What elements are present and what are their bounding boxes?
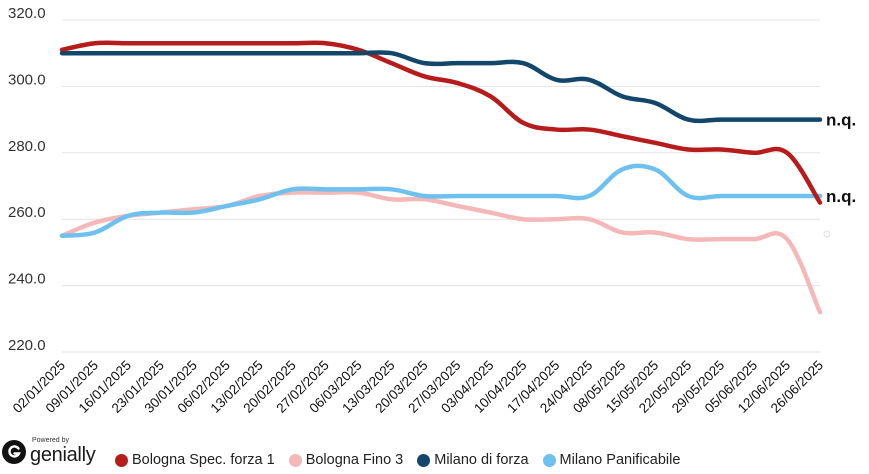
- series-line-milano-panificabile[interactable]: [59, 163, 823, 239]
- genially-branding[interactable]: Powered by genially: [0, 437, 110, 471]
- y-tick-label: 300.0: [8, 71, 46, 88]
- end-label-nq: n.q.: [826, 111, 856, 130]
- y-tick-label: 260.0: [8, 204, 46, 221]
- series-line-bologna-spec-forza-1[interactable]: [59, 40, 823, 205]
- legend-label: Milano di forza: [434, 452, 529, 468]
- legend-item[interactable]: Bologna Fino 3: [288, 452, 404, 468]
- legend-item[interactable]: Milano di forza: [417, 452, 529, 468]
- grid-lines: [62, 19, 820, 353]
- legend-dot-icon: [115, 453, 128, 467]
- legend-item[interactable]: Bologna Spec. forza 1: [115, 452, 275, 468]
- brand-name: genially: [30, 444, 96, 466]
- powered-by-text: Powered by: [32, 437, 69, 444]
- y-axis-ticks: 220.0 240.0 260.0 280.0 300.0 320.0: [8, 5, 46, 354]
- legend-dot-icon: [288, 453, 302, 467]
- y-tick-label: 240.0: [8, 271, 46, 288]
- x-axis-ticks: 02/01/202509/01/202516/01/202523/01/2025…: [10, 358, 826, 416]
- series-line-bologna-fino-3[interactable]: [59, 189, 823, 315]
- legend-label: Bologna Spec. forza 1: [132, 452, 275, 468]
- decoration-dot: [823, 230, 831, 238]
- genially-logo-icon: [2, 440, 26, 464]
- series-lines: [59, 40, 823, 315]
- y-tick-label: 280.0: [8, 138, 46, 155]
- series-line-milano-di-forza[interactable]: [59, 50, 823, 124]
- legend-label: Milano Panificabile: [559, 452, 681, 468]
- end-label-nq: n.q.: [826, 187, 856, 206]
- legend-dot-icon: [542, 453, 556, 467]
- end-labels: n.q. n.q.: [826, 111, 856, 206]
- y-tick-label: 220.0: [8, 337, 46, 354]
- legend-item[interactable]: Milano Panificabile: [542, 452, 681, 468]
- legend-dot-icon: [417, 453, 431, 467]
- chart-legend: Bologna Spec. forza 1 Bologna Fino 3 Milan…: [115, 452, 694, 468]
- y-tick-label: 320.0: [8, 5, 46, 22]
- legend-label: Bologna Fino 3: [305, 452, 404, 468]
